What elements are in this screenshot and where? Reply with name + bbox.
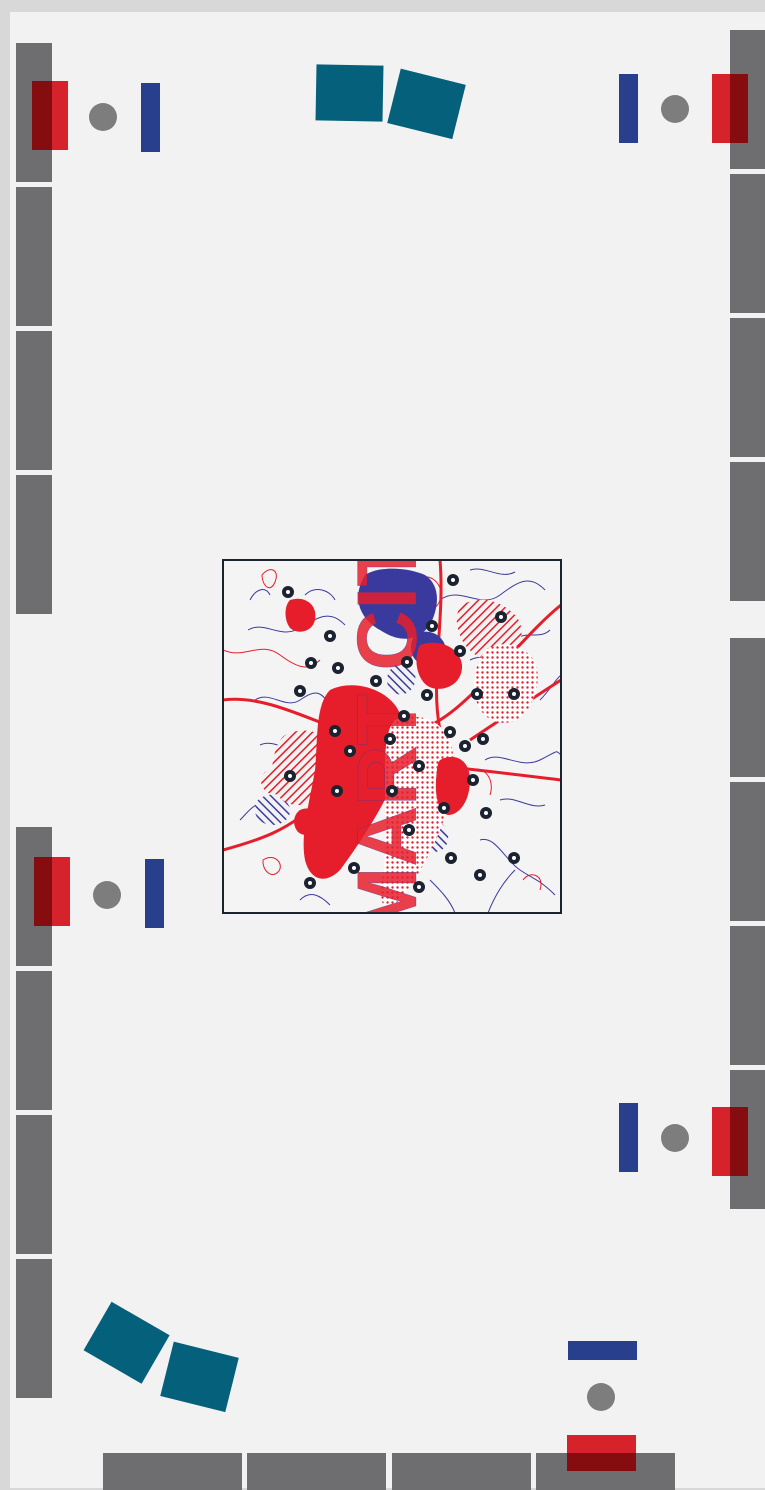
pin-dot xyxy=(481,737,485,741)
map-blue-lines xyxy=(239,568,561,913)
station-top-left[interactable] xyxy=(32,81,160,152)
pin-dot xyxy=(309,661,313,665)
pin-dot xyxy=(328,634,332,638)
pin-dot xyxy=(458,649,462,653)
red-chair-shadow xyxy=(32,81,52,150)
stool[interactable] xyxy=(661,95,689,123)
pin-dot xyxy=(430,624,434,628)
pin-dot xyxy=(499,615,503,619)
lounge-bottom[interactable] xyxy=(83,1301,239,1413)
blue-desk[interactable] xyxy=(619,74,638,143)
wall-panel xyxy=(16,971,52,1110)
lounge-seat[interactable] xyxy=(83,1301,170,1384)
wall-panel xyxy=(730,638,765,777)
pin-dot xyxy=(402,714,406,718)
pin-dot xyxy=(449,856,453,860)
wall-panel xyxy=(247,1453,386,1490)
blue-desk[interactable] xyxy=(145,859,164,928)
pin-dot xyxy=(448,730,452,734)
map-markers xyxy=(282,574,520,893)
wall-panel xyxy=(730,462,765,601)
wall-panel xyxy=(16,1259,52,1398)
pin-dot xyxy=(475,692,479,696)
pin-dot xyxy=(308,881,312,885)
wall-panel xyxy=(392,1453,531,1490)
wall-panel xyxy=(103,1453,242,1490)
blue-desk[interactable] xyxy=(619,1103,638,1172)
pin-dot xyxy=(288,774,292,778)
pin-dot xyxy=(390,789,394,793)
stool[interactable] xyxy=(89,103,117,131)
pin-dot xyxy=(374,679,378,683)
pin-dot xyxy=(388,737,392,741)
wall-panel xyxy=(16,187,52,326)
pin-dot xyxy=(417,885,421,889)
pin-dot xyxy=(407,828,411,832)
red-chair-shadow xyxy=(34,857,52,926)
lounge-seat[interactable] xyxy=(315,64,384,122)
pin-dot xyxy=(335,789,339,793)
wall-panel xyxy=(16,1115,52,1254)
map-border xyxy=(222,559,562,914)
red-chair-shadow xyxy=(730,74,748,143)
pin-dot xyxy=(442,806,446,810)
wall-panel xyxy=(730,782,765,921)
red-chair-shadow xyxy=(567,1453,636,1471)
station-lower-right[interactable] xyxy=(619,1103,748,1176)
stool[interactable] xyxy=(587,1383,615,1411)
pin-dot xyxy=(286,590,290,594)
stool[interactable] xyxy=(661,1124,689,1152)
wall-panel xyxy=(730,318,765,457)
lounge-seat[interactable] xyxy=(160,1341,239,1413)
lounge-top[interactable] xyxy=(315,64,466,140)
pin-dot xyxy=(451,578,455,582)
pin-dot xyxy=(512,692,516,696)
wall-panel xyxy=(730,926,765,1065)
wall-panel xyxy=(730,174,765,313)
pin-dot xyxy=(352,866,356,870)
pin-dot xyxy=(336,666,340,670)
stool[interactable] xyxy=(93,881,121,909)
pin-dot xyxy=(298,689,302,693)
wall-panel xyxy=(16,331,52,470)
pin-dot xyxy=(512,856,516,860)
pin-dot xyxy=(417,764,421,768)
station-bottom[interactable] xyxy=(567,1341,637,1471)
blue-desk[interactable] xyxy=(568,1341,637,1360)
pin-dot xyxy=(471,778,475,782)
station-top-right[interactable] xyxy=(619,74,748,143)
pin-dot xyxy=(425,693,429,697)
left-wall-panels xyxy=(16,43,52,1398)
wall-panel xyxy=(16,475,52,614)
smart-city-map: SMART CITY xyxy=(222,559,562,914)
lounge-seat[interactable] xyxy=(387,68,466,140)
pin-dot xyxy=(348,749,352,753)
red-chair-shadow xyxy=(730,1107,748,1176)
blue-desk[interactable] xyxy=(141,83,160,152)
station-mid-left[interactable] xyxy=(34,857,164,928)
pin-dot xyxy=(484,811,488,815)
pin-dot xyxy=(463,744,467,748)
pin-dot xyxy=(333,729,337,733)
pin-dot xyxy=(405,660,409,664)
pin-dot xyxy=(478,873,482,877)
